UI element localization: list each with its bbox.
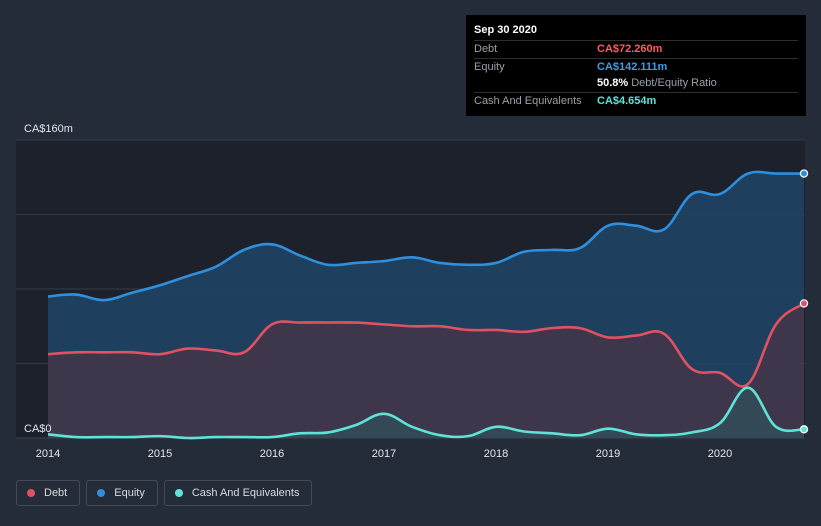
tooltip-debt-label: Debt <box>474 43 498 55</box>
series-lines <box>47 170 805 440</box>
equity-line <box>47 170 804 302</box>
equity-endpoint <box>799 169 809 178</box>
legend-item-equity[interactable]: Equity <box>86 480 158 506</box>
debt-endpoint <box>799 299 809 308</box>
tooltip-cash-label: Cash And Equivalents <box>474 94 582 107</box>
legend-cash-label: Cash And Equivalents <box>191 487 300 499</box>
tooltip-date: Sep 30 2020 <box>474 24 537 36</box>
debt-line <box>47 302 805 388</box>
cash-line <box>47 386 805 440</box>
x-axis-ticks: 2014 2015 2016 2017 2018 2019 2020 <box>36 448 732 460</box>
tooltip-debt-value: CA$72.260m <box>597 43 663 55</box>
legend-item-cash[interactable]: Cash And Equivalents <box>163 480 313 506</box>
x-tick-2017: 2017 <box>372 448 396 460</box>
tooltip-row-debt: Debt CA$72.260m <box>474 40 798 58</box>
tooltip-row-cash: Cash And Equivalents CA$4.654m <box>474 91 798 110</box>
tooltip-equity-label: Equity <box>474 60 505 73</box>
x-tick-2014: 2014 <box>36 448 60 460</box>
tooltip-panel: Sep 30 2020 Debt CA$72.260m Equity CA$14… <box>466 15 806 116</box>
tooltip-equity-value: CA$142.111m <box>597 60 668 73</box>
x-tick-2016: 2016 <box>260 448 284 460</box>
x-tick-2018: 2018 <box>484 448 508 460</box>
legend-debt-label: Debt <box>44 487 68 499</box>
tooltip-row-equity: Equity CA$142.111m <box>474 57 798 76</box>
legend-equity-dot-icon <box>97 489 106 497</box>
debt-area <box>48 303 804 438</box>
legend-cash-dot-icon <box>174 489 183 497</box>
series-endpoints <box>799 169 809 434</box>
legend-equity-label: Equity <box>114 487 145 499</box>
tooltip-row-ratio: 50.8% Debt/Equity Ratio <box>474 75 798 92</box>
tooltip-cash-value: CA$4.654m <box>597 94 657 107</box>
cash-area <box>48 387 804 439</box>
x-tick-2019: 2019 <box>596 448 620 460</box>
tooltip-ratio-value: 50.8% <box>597 77 629 89</box>
series-areas <box>48 171 804 439</box>
y-axis-top-label: CA$160m <box>24 123 73 135</box>
x-tick-2020: 2020 <box>708 448 732 460</box>
legend-item-debt[interactable]: Debt <box>16 480 81 506</box>
y-axis-bottom-label: CA$0 <box>24 423 52 435</box>
x-tick-2015: 2015 <box>148 448 172 460</box>
tooltip-ratio-label: Debt/Equity Ratio <box>631 77 717 89</box>
tooltip-ratio-spacer <box>474 75 597 92</box>
legend-debt-dot-icon <box>27 489 35 497</box>
cash-endpoint <box>799 425 809 434</box>
chart-legend: Debt Equity Cash And Equivalents <box>16 480 313 506</box>
